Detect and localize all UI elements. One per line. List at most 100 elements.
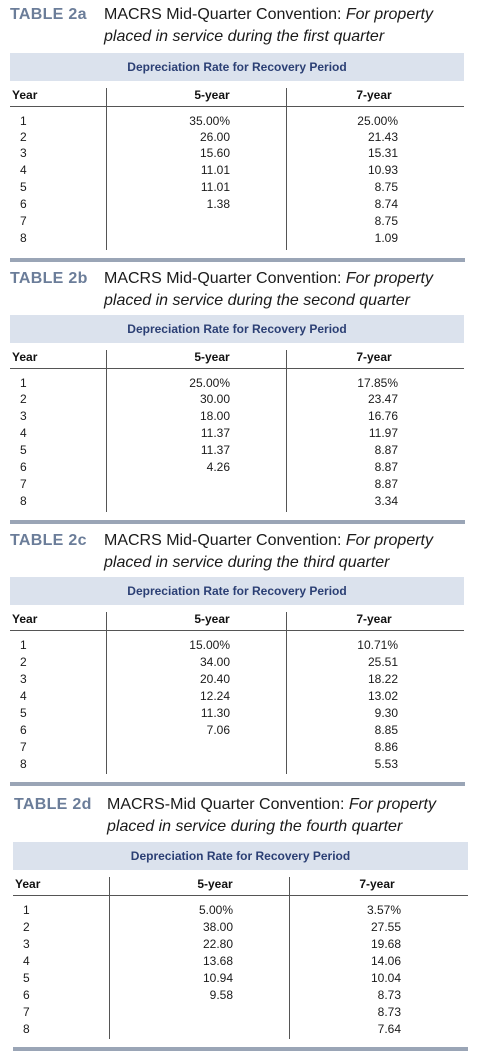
header-5-year: 5-year: [194, 88, 230, 102]
table-row: 5 10.94 10.04: [3, 971, 483, 986]
header-year: Year: [12, 350, 38, 364]
column-divider: [106, 88, 107, 250]
cell-7-year: 18.22: [367, 672, 398, 686]
cell-7-year: 3.57%: [366, 903, 401, 917]
header-5-year: 5-year: [194, 612, 230, 626]
table-row: 8 5.53: [0, 757, 483, 772]
cell-year: 2: [20, 655, 27, 669]
rate-band: Depreciation Rate for Recovery Period: [13, 842, 468, 870]
title-lead: MACRS Mid-Quarter Convention:: [104, 532, 346, 549]
cell-year: 5: [23, 971, 30, 985]
title-line-1: MACRS Mid-Quarter Convention: For proper…: [104, 270, 433, 288]
table-row: 7 8.75: [0, 214, 483, 229]
cell-year: 8: [20, 757, 27, 771]
cell-5-year: 34.00: [199, 655, 230, 669]
title-line-2: placed in service during the third quart…: [104, 554, 390, 571]
header-year: Year: [12, 612, 38, 626]
table-row: 6 4.26 8.87: [0, 460, 483, 475]
table-row: 7 8.86: [0, 740, 483, 755]
cell-5-year: 30.00: [199, 392, 230, 406]
cell-5-year: 11.37: [200, 443, 230, 457]
table-label: TABLE 2b: [10, 270, 88, 287]
table-title: TABLE 2d MACRS-Mid Quarter Convention: F…: [0, 790, 483, 840]
cell-year: 1: [20, 114, 27, 128]
column-headers: Year 5-year 7-year: [0, 609, 483, 631]
cell-7-year: 11.97: [368, 426, 398, 440]
table-bottom-bar: [13, 1047, 468, 1051]
table-row: 1 25.00% 17.85%: [0, 376, 483, 391]
rate-band: Depreciation Rate for Recovery Period: [10, 315, 464, 343]
cell-year: 6: [20, 460, 27, 474]
table-row: 2 38.00 27.55: [3, 920, 483, 935]
cell-year: 4: [20, 426, 27, 440]
cell-year: 5: [20, 180, 27, 194]
cell-7-year: 8.87: [374, 460, 398, 474]
cell-5-year: 13.68: [202, 954, 233, 968]
column-divider: [286, 612, 287, 774]
table-row: 4 12.24 13.02: [0, 689, 483, 704]
table-row: 3 22.80 19.68: [3, 937, 483, 952]
cell-7-year: 21.43: [367, 130, 398, 144]
cell-7-year: 8.74: [374, 197, 398, 211]
title-line-2: placed in service during the first quart…: [104, 28, 385, 45]
cell-7-year: 10.93: [367, 163, 398, 177]
title-italic: For property: [348, 796, 436, 813]
table-row: 5 11.01 8.75: [0, 180, 483, 195]
cell-7-year: 14.06: [370, 954, 401, 968]
cell-year: 7: [20, 740, 27, 754]
table-row: 8 7.64: [3, 1022, 483, 1037]
header-rule: [13, 895, 468, 896]
cell-5-year: 12.24: [199, 689, 230, 703]
cell-year: 6: [20, 723, 27, 737]
cell-year: 8: [23, 1022, 30, 1036]
cell-7-year: 8.87: [374, 443, 398, 457]
cell-year: 7: [20, 214, 27, 228]
column-divider: [289, 877, 290, 1039]
cell-year: 7: [20, 477, 27, 491]
cell-7-year: 8.73: [377, 988, 401, 1002]
cell-5-year: 38.00: [202, 920, 233, 934]
column-headers: Year 5-year 7-year: [0, 85, 483, 107]
table-row: 2 34.00 25.51: [0, 655, 483, 670]
cell-5-year: 9.58: [209, 988, 233, 1002]
cell-7-year: 15.31: [367, 146, 398, 160]
header-year: Year: [15, 877, 41, 891]
cell-7-year: 25.00%: [357, 114, 398, 128]
cell-7-year: 13.02: [367, 689, 398, 703]
cell-year: 7: [23, 1005, 30, 1019]
header-year: Year: [12, 88, 38, 102]
cell-year: 1: [20, 638, 27, 652]
column-divider: [106, 612, 107, 774]
header-5-year: 5-year: [194, 350, 230, 364]
header-7-year: 7-year: [356, 612, 392, 626]
band-label: Depreciation Rate for Recovery Period: [127, 60, 347, 74]
cell-5-year: 22.80: [202, 937, 233, 951]
cell-year: 4: [20, 163, 27, 177]
column-divider: [286, 350, 287, 512]
table-bottom-bar: [10, 520, 465, 524]
table-title: TABLE 2a MACRS Mid-Quarter Convention: F…: [0, 0, 483, 50]
cell-year: 3: [20, 672, 27, 686]
band-label: Depreciation Rate for Recovery Period: [130, 849, 351, 863]
table-row: 1 15.00% 10.71%: [0, 638, 483, 653]
cell-year: 3: [20, 409, 27, 423]
table-row: 6 7.06 8.85: [0, 723, 483, 738]
cell-year: 6: [20, 197, 27, 211]
table-row: 1 35.00% 25.00%: [0, 114, 483, 129]
band-label: Depreciation Rate for Recovery Period: [127, 584, 347, 598]
cell-5-year: 4.26: [206, 460, 230, 474]
title-line-2: placed in service during the second quar…: [104, 292, 410, 309]
title-line-1: MACRS-Mid Quarter Convention: For proper…: [107, 796, 436, 814]
cell-7-year: 19.68: [370, 937, 401, 951]
cell-year: 5: [20, 706, 27, 720]
header-5-year: 5-year: [197, 877, 233, 891]
table-title: TABLE 2b MACRS Mid-Quarter Convention: F…: [0, 264, 483, 314]
title-italic: For property: [345, 532, 433, 549]
cell-7-year: 10.04: [370, 971, 401, 985]
cell-7-year: 3.34: [374, 494, 398, 508]
cell-5-year: 5.00%: [198, 903, 233, 917]
table-row: 4 11.01 10.93: [0, 163, 483, 178]
column-divider: [286, 88, 287, 250]
title-lead: MACRS Mid-Quarter Convention:: [104, 270, 346, 287]
cell-5-year: 35.00%: [189, 114, 230, 128]
